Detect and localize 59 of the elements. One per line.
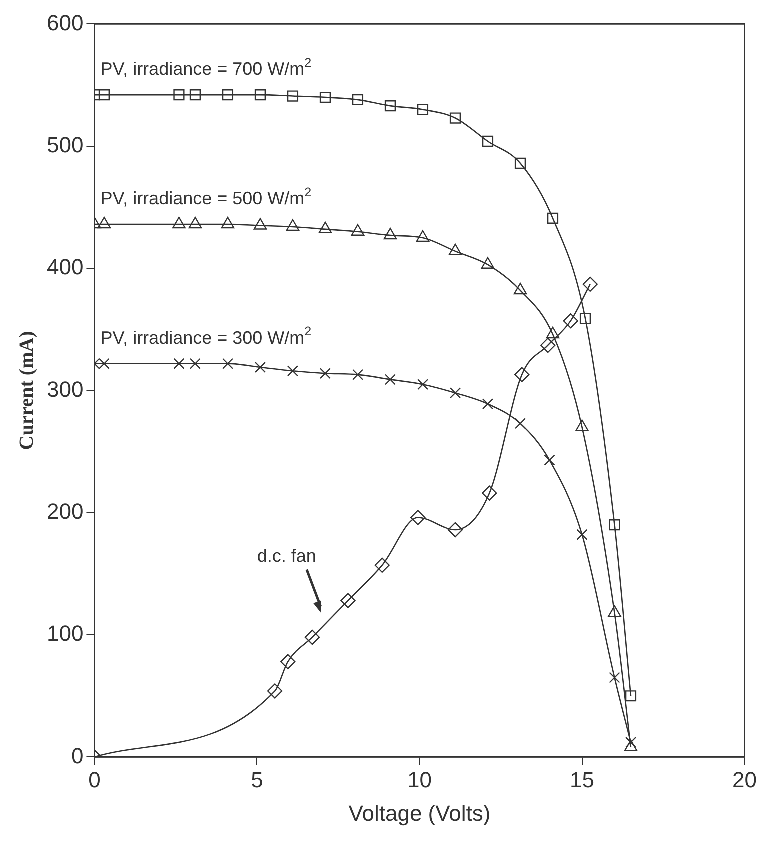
y-tick-label: 300 <box>46 376 84 402</box>
point <box>352 94 364 106</box>
point <box>482 136 494 148</box>
point <box>374 558 390 573</box>
point <box>563 313 578 329</box>
point <box>254 90 266 101</box>
point <box>547 212 559 224</box>
point <box>576 529 588 540</box>
point <box>384 374 396 386</box>
point <box>352 369 364 380</box>
point <box>410 510 426 526</box>
point <box>580 313 592 324</box>
y-tick-label: 500 <box>46 132 84 158</box>
point <box>174 358 185 370</box>
point <box>222 90 234 101</box>
point <box>609 672 620 684</box>
point <box>384 100 396 112</box>
point <box>609 520 620 531</box>
point <box>544 454 556 466</box>
x-tick-label: 5 <box>251 767 264 792</box>
point <box>287 366 299 377</box>
point <box>448 522 464 538</box>
x-tick-label: 20 <box>732 767 758 792</box>
point <box>340 593 356 608</box>
point <box>190 358 202 370</box>
point <box>190 90 202 101</box>
point <box>304 630 320 646</box>
annotation: d.c. fan <box>257 546 316 566</box>
point <box>417 379 429 390</box>
point <box>450 388 462 399</box>
point <box>625 690 637 702</box>
x-tick-label: 15 <box>570 767 594 792</box>
point <box>320 368 332 380</box>
point <box>482 486 498 501</box>
y-axis-title: Current (mA) <box>16 331 38 450</box>
point <box>582 276 598 292</box>
x-axis-title: Voltage (Volts) <box>348 800 491 826</box>
y-tick-label: 100 <box>46 621 84 646</box>
y-tick-label: 0 <box>71 743 84 768</box>
point <box>514 158 526 170</box>
point <box>280 654 296 670</box>
point <box>268 684 283 699</box>
x-tick-label: 10 <box>407 767 432 792</box>
point <box>514 367 530 382</box>
point <box>222 358 234 370</box>
point <box>450 112 462 124</box>
point <box>320 92 332 104</box>
point <box>98 358 110 370</box>
point <box>254 362 266 374</box>
point <box>287 90 299 102</box>
point <box>540 338 556 354</box>
x-tick-label: 0 <box>88 767 101 792</box>
point <box>417 104 429 116</box>
y-tick-label: 200 <box>46 498 84 524</box>
point <box>98 90 110 101</box>
point <box>174 90 185 101</box>
y-tick-label: 400 <box>46 254 84 280</box>
y-tick-label: 600 <box>46 10 84 36</box>
point <box>482 398 494 410</box>
